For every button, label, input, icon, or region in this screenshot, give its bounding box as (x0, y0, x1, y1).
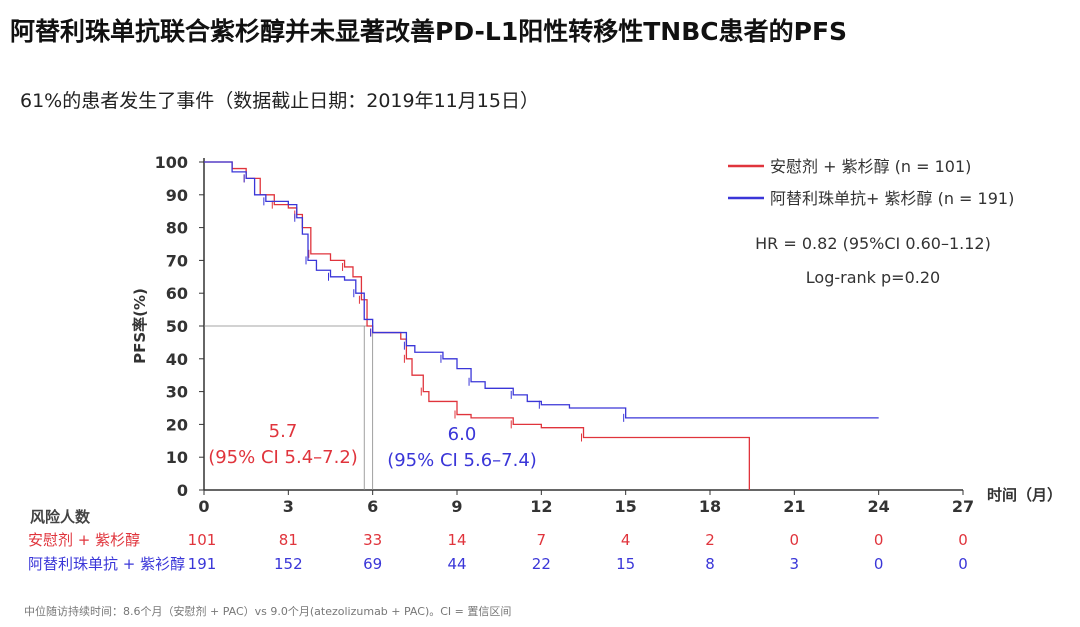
risk-value: 101 (188, 531, 217, 549)
y-tick-label: 40 (166, 350, 188, 369)
km-curve-1 (204, 161, 879, 419)
y-tick-label: 80 (166, 219, 188, 238)
x-tick-label: 9 (451, 497, 462, 516)
y-tick-label: 100 (155, 153, 188, 172)
risk-value: 0 (790, 531, 800, 549)
x-tick-label: 24 (868, 497, 890, 516)
risk-row-label: 阿替利珠单抗 + 紫衫醇 (28, 555, 185, 573)
x-tick-label: 0 (198, 497, 209, 516)
page-title: 阿替利珠单抗联合紫杉醇并未显著改善PD-L1阳性转移性TNBC患者的PFS (10, 17, 848, 46)
risk-value: 3 (790, 555, 800, 573)
x-tick-label: 18 (699, 497, 721, 516)
risk-value: 14 (447, 531, 466, 549)
risk-value: 7 (537, 531, 547, 549)
stat-annotation: Log-rank p=0.20 (806, 268, 940, 287)
x-tick-label: 27 (952, 497, 974, 516)
risk-value: 15 (616, 555, 635, 573)
risk-value: 2 (705, 531, 715, 549)
risk-value: 22 (532, 555, 551, 573)
legend-label: 安慰剂 + 紫杉醇 (n = 101) (770, 157, 971, 176)
risk-value: 44 (447, 555, 466, 573)
km-curve-0 (204, 161, 751, 490)
legend-label: 阿替利珠单抗+ 紫杉醇 (n = 191) (770, 189, 1014, 208)
y-tick-label: 30 (166, 383, 188, 402)
median-label: 5.7 (269, 421, 298, 442)
risk-value: 8 (705, 555, 715, 573)
risk-value: 0 (958, 531, 968, 549)
risk-value: 69 (363, 555, 382, 573)
y-tick-label: 50 (166, 317, 188, 336)
risk-value: 0 (874, 555, 884, 573)
risk-value: 33 (363, 531, 382, 549)
risk-row-label: 安慰剂 + 紫杉醇 (28, 531, 140, 549)
y-axis-label: PFS率(%) (131, 288, 149, 364)
risk-value: 191 (188, 555, 217, 573)
footnote: 中位随访持续时间：8.6个月（安慰剂 + PAC）vs 9.0个月(atezol… (24, 605, 512, 618)
risk-value: 152 (274, 555, 303, 573)
y-tick-label: 60 (166, 284, 188, 303)
median-ci-label: (95% CI 5.4–7.2) (208, 447, 358, 468)
risk-value: 4 (621, 531, 631, 549)
y-tick-label: 90 (166, 186, 188, 205)
y-tick-label: 70 (166, 251, 188, 270)
x-tick-label: 21 (783, 497, 805, 516)
subtitle: 61%的患者发生了事件（数据截止日期：2019年11月15日） (20, 90, 539, 112)
median-ci-label: (95% CI 5.6–7.4) (387, 450, 537, 471)
y-tick-label: 10 (166, 448, 188, 467)
risk-value: 0 (958, 555, 968, 573)
x-tick-label: 15 (615, 497, 637, 516)
risk-value: 81 (279, 531, 298, 549)
y-tick-label: 0 (177, 481, 188, 500)
x-axis-label: 时间（月） (987, 486, 1062, 504)
y-tick-label: 20 (166, 415, 188, 434)
risk-table-header: 风险人数 (30, 508, 91, 526)
stat-annotation: HR = 0.82 (95%CI 0.60–1.12) (755, 234, 991, 253)
risk-value: 0 (874, 531, 884, 549)
x-tick-label: 6 (367, 497, 378, 516)
x-tick-label: 12 (530, 497, 552, 516)
median-label: 6.0 (448, 424, 477, 445)
x-tick-label: 3 (283, 497, 294, 516)
